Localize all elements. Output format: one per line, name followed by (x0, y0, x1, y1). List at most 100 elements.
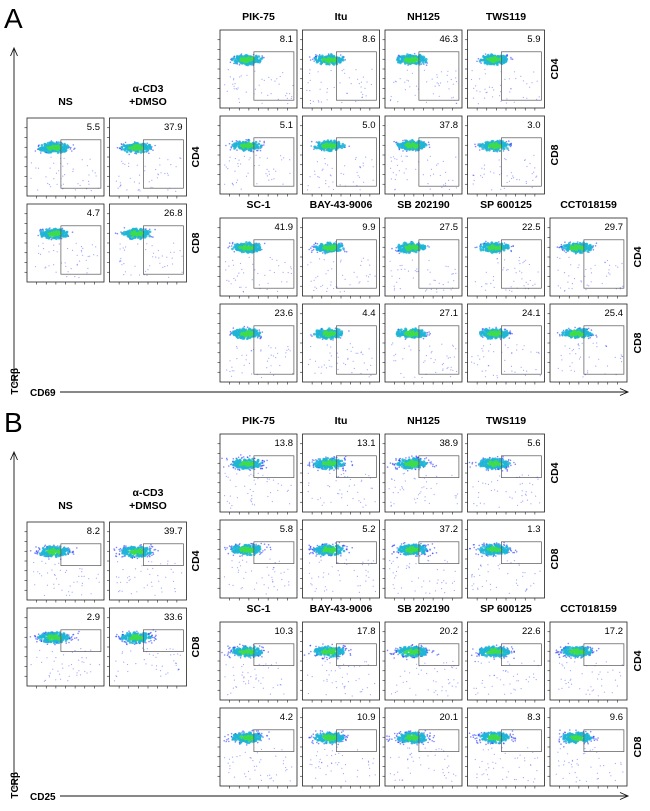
event-dot (119, 147, 122, 150)
event-dot (390, 95, 392, 98)
event-dot (556, 256, 559, 258)
event-dot (181, 271, 183, 273)
event-dot (128, 231, 131, 234)
event-dot (478, 143, 482, 146)
event-dot (117, 187, 119, 189)
event-dot (455, 187, 457, 189)
event-dot (48, 251, 50, 253)
event-dot (148, 228, 151, 231)
event-dot (49, 150, 52, 154)
event-dot (306, 189, 309, 191)
event-dot (436, 74, 438, 76)
event-dot (227, 168, 229, 170)
event-dot (344, 250, 346, 253)
event-dot (450, 78, 452, 81)
event-dot (291, 96, 293, 98)
event-dot (348, 77, 350, 79)
event-dot (313, 60, 316, 62)
event-dot (479, 244, 483, 248)
event-dot (308, 248, 311, 251)
event-dot (240, 163, 242, 165)
event-dot (315, 287, 318, 289)
event-dot (501, 246, 505, 249)
event-dot (243, 325, 246, 328)
event-dot (569, 241, 572, 243)
event-dot (403, 250, 406, 253)
event-dot (426, 81, 428, 83)
event-dot (62, 235, 65, 238)
event-dot (473, 174, 475, 177)
event-dot (225, 144, 227, 147)
event-dot (427, 269, 429, 271)
event-dot (263, 144, 265, 146)
event-dot (53, 178, 55, 180)
event-dot (403, 172, 405, 174)
event-dot (149, 265, 151, 267)
column-header: Itu (335, 11, 348, 23)
event-dot (426, 289, 428, 291)
event-dot (318, 258, 321, 260)
event-dot (320, 285, 322, 288)
event-dot (358, 83, 360, 85)
event-dot (494, 241, 498, 245)
event-dot (436, 288, 438, 290)
event-dot (237, 87, 239, 89)
event-dot (152, 149, 154, 151)
event-dot (256, 183, 258, 185)
event-dot (446, 74, 448, 76)
event-dot (334, 147, 338, 151)
event-dot (397, 101, 399, 103)
event-dot (122, 162, 124, 165)
event-dot (474, 281, 476, 283)
event-dot (146, 231, 150, 235)
event-dot (232, 327, 235, 329)
event-dot (273, 271, 275, 274)
event-dot (365, 275, 368, 277)
event-dot (47, 230, 50, 233)
event-dot (50, 156, 52, 158)
event-dot (606, 259, 609, 262)
event-dot (119, 186, 121, 188)
event-dot (81, 159, 83, 161)
event-dot (147, 229, 150, 233)
event-dot (414, 59, 417, 62)
event-dot (390, 156, 392, 159)
event-dot (511, 177, 513, 180)
event-dot (159, 157, 161, 159)
event-dot (604, 261, 606, 263)
event-dot (452, 273, 454, 275)
event-dot (390, 178, 392, 180)
event-dot (352, 181, 354, 183)
event-dot (355, 157, 357, 159)
event-dot (253, 57, 257, 60)
event-dot (411, 259, 413, 261)
event-dot (86, 272, 88, 274)
event-dot (238, 243, 242, 247)
density-scatter (34, 227, 98, 279)
plot-frame (26, 117, 105, 197)
event-dot (133, 146, 136, 150)
event-dot (447, 70, 449, 72)
event-dot (401, 145, 404, 148)
event-dot (422, 174, 424, 176)
event-dot (390, 167, 392, 169)
event-dot (433, 279, 435, 281)
column-header: α-CD3 (133, 83, 164, 95)
event-dot (429, 155, 431, 157)
event-dot (236, 179, 238, 181)
event-dot (268, 170, 270, 172)
event-dot (42, 242, 44, 244)
event-dot (34, 150, 37, 152)
event-dot (571, 287, 573, 290)
event-dot (166, 172, 168, 174)
event-dot (390, 160, 392, 162)
event-dot (405, 168, 407, 170)
event-dot (333, 86, 335, 89)
event-dot (423, 63, 425, 65)
event-dot (499, 95, 501, 97)
event-dot (320, 101, 322, 103)
event-dot (67, 271, 69, 273)
event-dot (50, 186, 52, 188)
event-dot (568, 275, 570, 277)
event-dot (396, 158, 398, 160)
